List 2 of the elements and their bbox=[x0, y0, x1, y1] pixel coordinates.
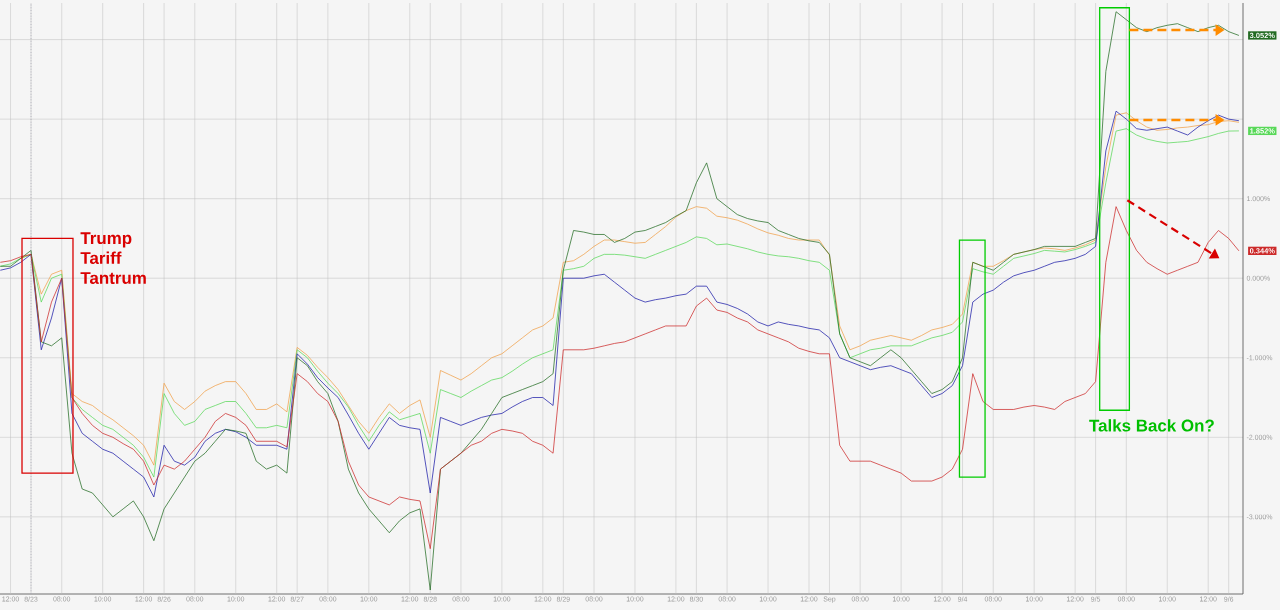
annotation: Talks Back On? bbox=[1089, 419, 1214, 432]
annotation: Trump Tariff Tantrum bbox=[80, 232, 146, 284]
